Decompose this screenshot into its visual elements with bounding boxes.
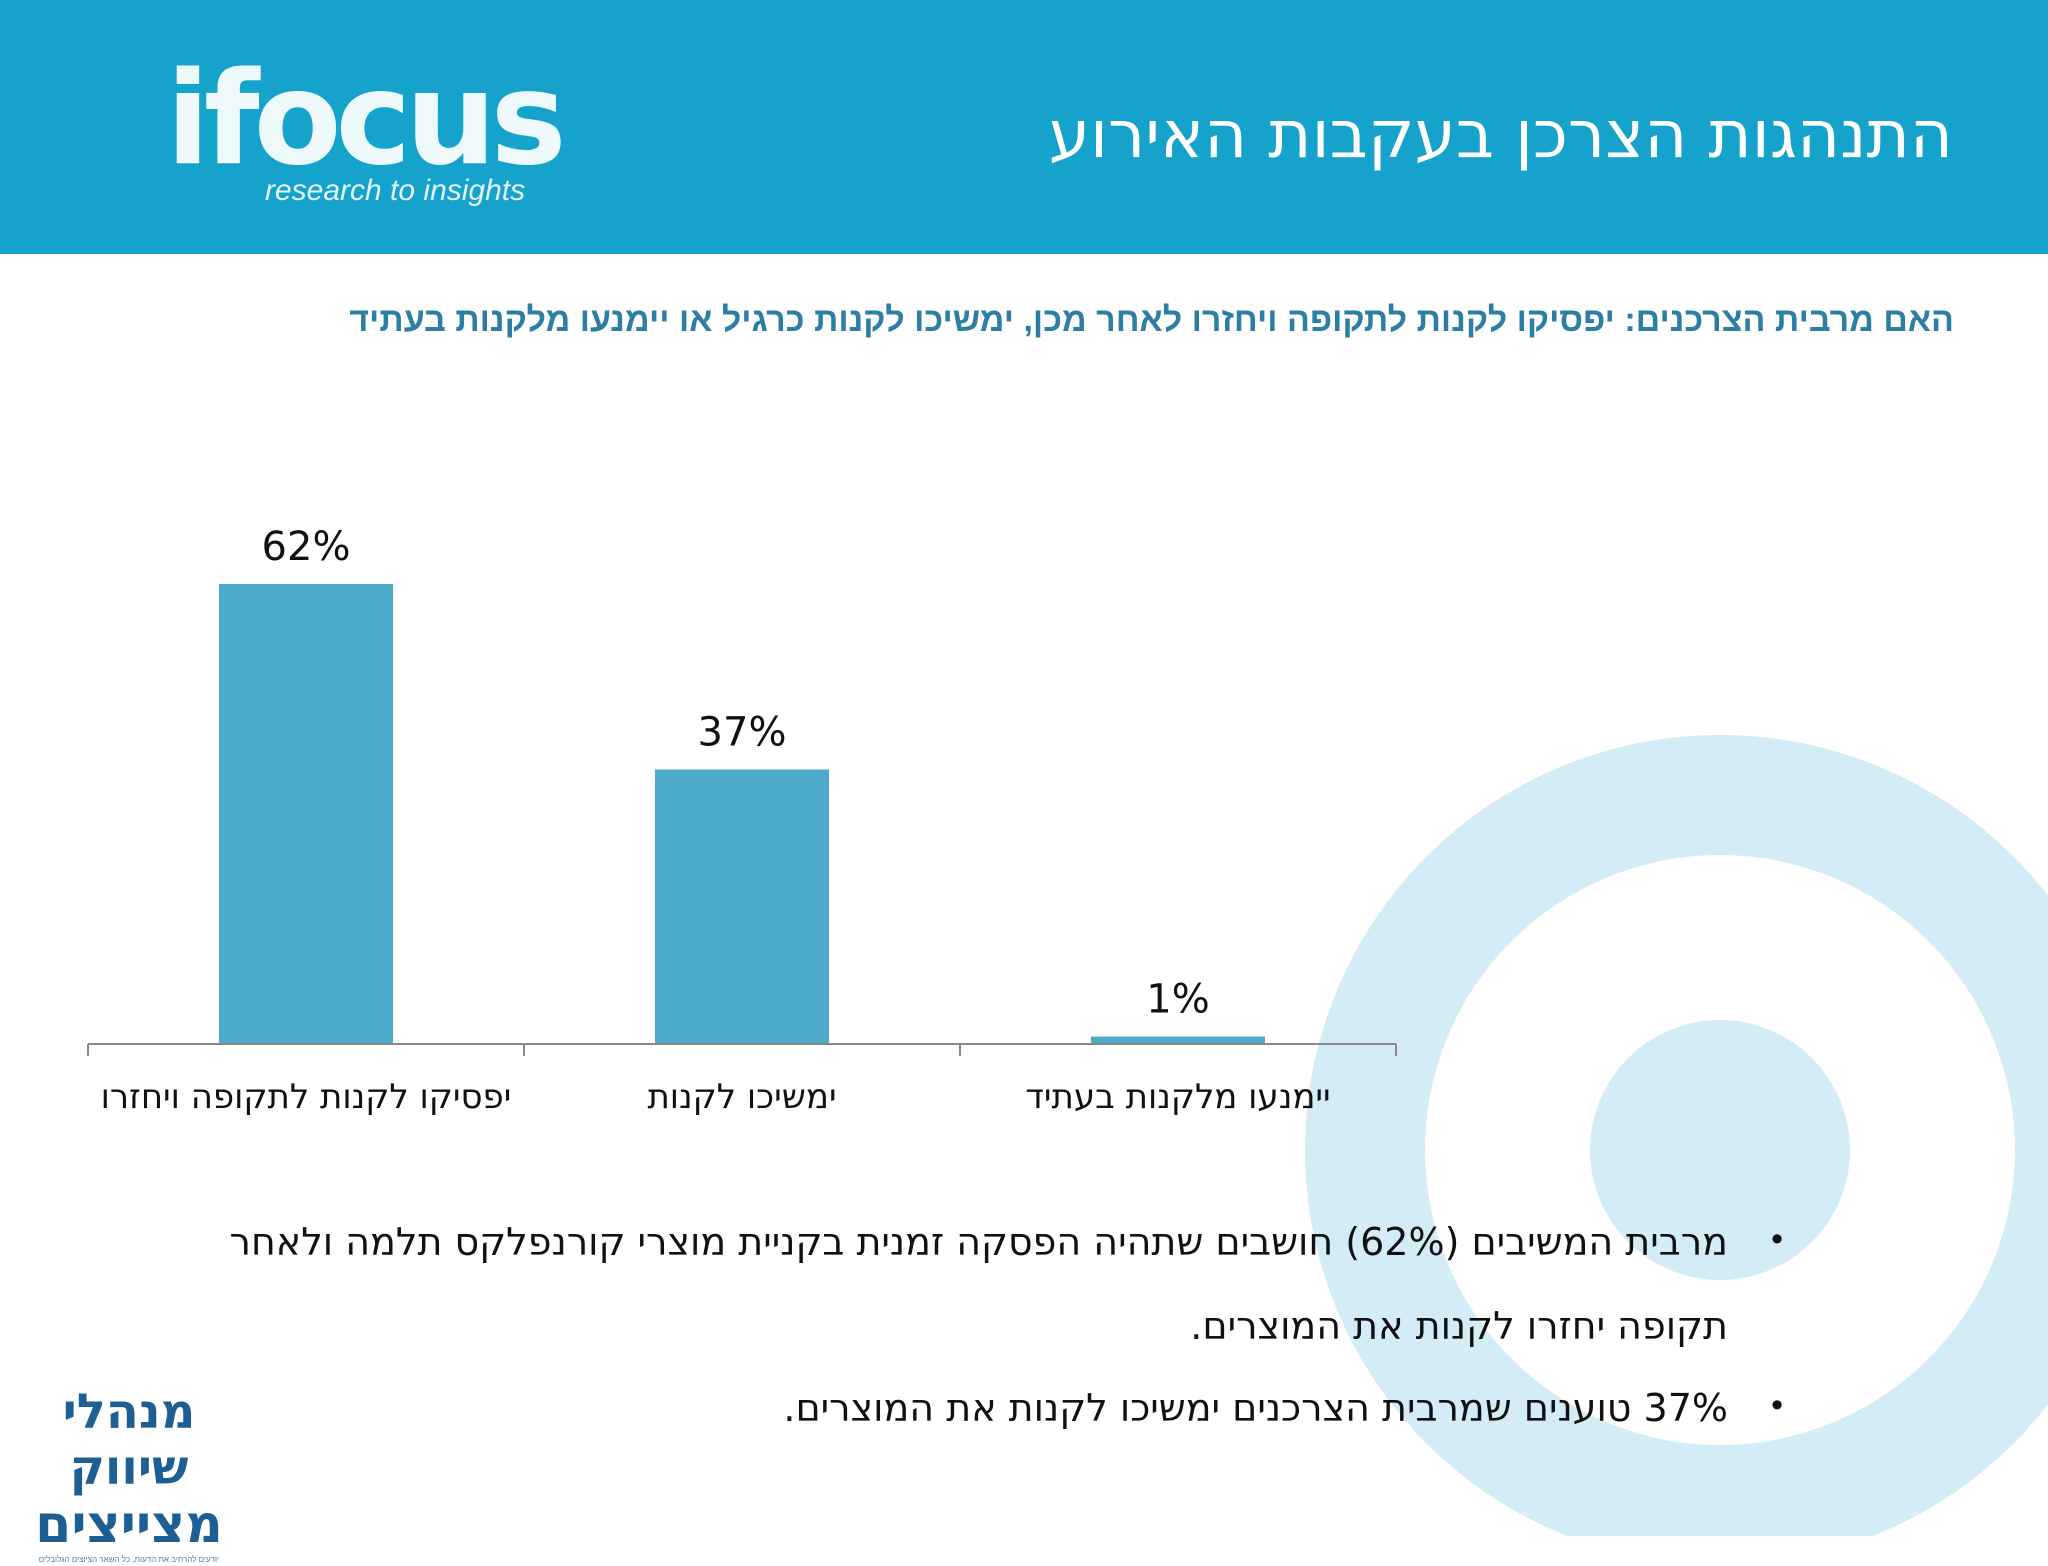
value-label-1: 62% (262, 524, 351, 570)
bar-2 (655, 769, 829, 1044)
bar-chart: 62% יפסיקו לקנות לתקופה ויחזרו 37% ימשיכו ל… (87, 524, 1397, 1117)
footer-logo-tagline: יודעים להרחיב את הדעות, כל השאר הציוצים … (38, 1555, 220, 1564)
value-label-2: 37% (698, 709, 787, 755)
logo-tagline: research to insights (265, 174, 526, 207)
bar-1 (219, 584, 393, 1044)
bullet-marker: • (1771, 1220, 1783, 1258)
bullet-item-2: 37% טוענים שמרבית הצרכנים ימשיכו לקנות א… (88, 1366, 1728, 1450)
ifocus-logo: ifocus research to insights (160, 40, 567, 220)
logo-wordmark: ifocus (166, 45, 567, 194)
category-label-1: יפסיקו לקנות לתקופה ויחזרו (101, 1077, 512, 1117)
category-label-3: יימנעו מלקנות בעתיד (1025, 1077, 1330, 1117)
bullet-1-line-2: תקופה יחזרו לקנות את המוצרים. (1190, 1304, 1728, 1348)
footer-logo-line-2: מצייצים (35, 1495, 223, 1555)
value-label-3: 1% (1146, 977, 1209, 1023)
footer-logo: מנהלי שיווק מצייצים יודעים להרחיב את הדע… (14, 1384, 244, 1564)
page-title: התנהגות הצרכן בעקבות האירוע (1048, 96, 1953, 173)
bullet-2-line-1: 37% טוענים שמרבית הצרכנים ימשיכו לקנות א… (783, 1386, 1728, 1430)
footer-logo-line-1: מנהלי שיווק (62, 1384, 196, 1496)
bullet-marker: • (1771, 1386, 1783, 1424)
bar-3 (1091, 1036, 1265, 1044)
header-bar: ifocus research to insights התנהגות הצרכ… (0, 0, 2048, 254)
bullet-item-1: מרבית המשיבים (62%) חושבים שתהיה הפסקה ז… (88, 1200, 1728, 1368)
category-label-2: ימשיכו לקנות (647, 1077, 836, 1117)
chart-question: האם מרבית הצרכנים: יפסיקו לקנות לתקופה ו… (349, 301, 1954, 339)
bullet-1-line-1: מרבית המשיבים (62%) חושבים שתהיה הפסקה ז… (229, 1220, 1728, 1264)
